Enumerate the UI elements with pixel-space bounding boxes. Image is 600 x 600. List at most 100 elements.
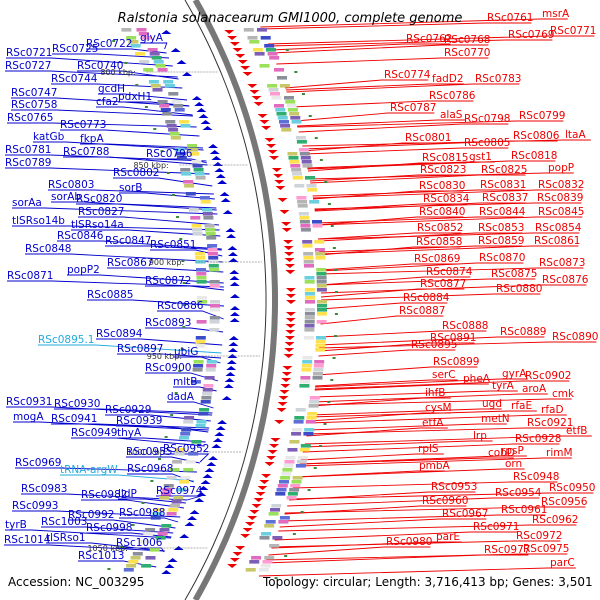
right-gene-label[interactable]: RSc0889 — [500, 326, 546, 338]
left-gene-label[interactable]: RSc0939 — [116, 415, 162, 427]
right-gene-label[interactable]: RSc0771 — [550, 25, 596, 37]
right-gene-label[interactable]: etfA — [422, 417, 444, 429]
right-gene-label[interactable]: RSc0972 — [516, 530, 562, 542]
left-gene-label[interactable]: dadA — [167, 391, 195, 403]
right-gene-label[interactable]: serC — [432, 369, 456, 381]
right-gene-label[interactable]: RSc0962 — [532, 514, 578, 526]
right-gene-label[interactable]: RSc0834 — [423, 193, 470, 205]
right-gene-label[interactable]: RSc0950 — [549, 482, 595, 494]
left-gene-label[interactable]: RSc0802 — [113, 167, 159, 179]
right-gene-label[interactable]: metN — [481, 413, 510, 425]
left-gene-label[interactable]: RSc0897 — [117, 343, 163, 355]
right-gene-label[interactable]: RSc0786 — [429, 90, 476, 102]
right-gene-label[interactable]: RSc0902 — [525, 370, 571, 382]
left-gene-label[interactable]: RSc0931 — [6, 396, 52, 408]
left-gene-label[interactable]: RSc0949 — [71, 427, 117, 439]
right-gene-label[interactable]: RSc0977 — [484, 544, 530, 556]
right-gene-label[interactable]: RSc0887 — [399, 305, 445, 317]
left-gene-label[interactable]: RSc0727 — [5, 60, 51, 72]
left-gene-label[interactable]: RSc0969 — [15, 457, 61, 469]
left-gene-label[interactable]: glyA — [140, 32, 164, 44]
left-gene-label[interactable]: RSc0998 — [86, 522, 132, 534]
right-gene-label[interactable]: RSc0948 — [513, 471, 559, 483]
left-gene-label[interactable]: lldP — [118, 488, 137, 500]
left-gene-label[interactable]: RSc0941 — [51, 413, 97, 425]
left-gene-label[interactable]: RSc0846 — [57, 230, 104, 242]
left-gene-label[interactable]: RSc0820 — [76, 193, 122, 205]
left-gene-label[interactable]: RSc0765 — [7, 112, 53, 124]
left-gene-label[interactable]: ubiG — [174, 346, 198, 358]
right-gene-label[interactable]: parC — [550, 557, 575, 569]
left-gene-label[interactable]: popP2 — [67, 264, 100, 276]
left-gene-label[interactable]: RSc0872 — [145, 275, 191, 287]
right-gene-label[interactable]: RSc0852 — [417, 222, 463, 234]
right-gene-label[interactable]: RSc0769 — [508, 29, 554, 41]
right-gene-label[interactable]: RSc0967 — [442, 508, 488, 520]
right-gene-label[interactable]: RSc0859 — [478, 235, 524, 247]
left-gene-label[interactable]: RSc0773 — [60, 119, 106, 131]
right-gene-label[interactable]: ugd — [482, 398, 502, 410]
left-gene-label[interactable]: tlSRso14a — [71, 219, 124, 231]
right-gene-label[interactable]: RSc0895 — [411, 339, 457, 351]
right-gene-label[interactable]: RSc0884 — [403, 292, 450, 304]
left-gene-label[interactable]: RSc1013 — [78, 550, 124, 562]
left-gene-label[interactable]: RSc1003 — [41, 516, 87, 528]
right-gene-label[interactable]: RSc0961 — [501, 504, 547, 516]
left-gene-label[interactable]: RSc0827 — [78, 206, 124, 218]
left-gene-label[interactable]: RSc0758 — [11, 99, 57, 111]
left-gene-label[interactable]: RSc0952 — [163, 443, 209, 455]
right-gene-label[interactable]: RSc0876 — [542, 274, 589, 286]
left-gene-label[interactable]: RSc0867 — [107, 257, 153, 269]
right-gene-label[interactable]: tyrA — [492, 380, 515, 392]
left-gene-label[interactable]: RSc0796 — [146, 148, 193, 160]
right-gene-label[interactable]: alaS — [440, 109, 463, 121]
left-gene-label[interactable]: RSc0993 — [12, 500, 58, 512]
right-gene-label[interactable]: rplS — [418, 443, 439, 455]
right-gene-label[interactable]: cysM — [425, 402, 452, 414]
right-gene-label[interactable]: RSc0858 — [416, 236, 462, 248]
right-gene-label[interactable]: RSc0960 — [422, 495, 468, 507]
left-gene-label[interactable]: RSc0894 — [96, 328, 143, 340]
right-gene-label[interactable]: RSc0975 — [523, 543, 569, 555]
right-gene-label[interactable]: RSc0891 — [430, 332, 476, 344]
right-gene-label[interactable]: RSc0880 — [496, 283, 542, 295]
right-gene-label[interactable]: RSc0798 — [464, 113, 510, 125]
right-gene-label[interactable]: RSc0801 — [405, 132, 451, 144]
right-gene-label[interactable]: RSc0845 — [538, 206, 584, 218]
right-gene-label[interactable]: RSc0888 — [442, 320, 488, 332]
right-gene-label[interactable]: rpsP — [501, 445, 524, 457]
right-gene-label[interactable]: RSc0899 — [433, 356, 479, 368]
right-gene-label[interactable]: RSc0774 — [384, 69, 431, 81]
right-gene-label[interactable]: RSc0953 — [431, 481, 477, 493]
left-gene-label[interactable]: RSc0885 — [87, 289, 133, 301]
right-gene-label[interactable]: RSc0954 — [495, 487, 542, 499]
left-gene-label[interactable]: RSc0847 — [105, 235, 151, 247]
right-gene-label[interactable]: fadD2 — [432, 73, 464, 85]
left-gene-label[interactable]: RSc1006 — [116, 537, 163, 549]
left-gene-label[interactable]: RSc0930 — [54, 398, 100, 410]
left-gene-label[interactable]: tlSRso1 — [46, 532, 86, 544]
left-gene-label[interactable]: katGb — [33, 131, 65, 143]
right-gene-label[interactable]: RSc0928 — [515, 433, 561, 445]
left-gene-label[interactable]: RSc0974 — [156, 485, 203, 497]
right-gene-label[interactable]: RSc0853 — [478, 222, 524, 234]
left-gene-label[interactable]: thyA — [117, 427, 142, 439]
right-gene-label[interactable]: cobD — [488, 447, 515, 459]
right-gene-label[interactable]: RSc0783 — [475, 73, 521, 85]
right-gene-label[interactable]: RSc0870 — [479, 252, 525, 264]
left-gene-label[interactable]: RSc0803 — [48, 179, 94, 191]
right-gene-label[interactable]: rimM — [546, 447, 573, 459]
right-gene-label[interactable]: pmbA — [419, 460, 451, 472]
left-gene-label[interactable]: RSc0982 — [81, 489, 127, 501]
right-gene-label[interactable]: RSc0830 — [419, 180, 465, 192]
left-gene-label[interactable]: RSc0968 — [127, 463, 173, 475]
right-gene-label[interactable]: RSc0861 — [534, 235, 580, 247]
left-gene-label[interactable]: RSc1014 — [4, 534, 51, 546]
left-gene-label[interactable]: RSc0893 — [145, 317, 191, 329]
right-gene-label[interactable]: RSc0844 — [479, 206, 526, 218]
right-gene-label[interactable]: gst1 — [469, 151, 492, 163]
left-gene-label[interactable]: cfa2 — [96, 96, 119, 108]
right-gene-label[interactable]: rfaE — [511, 400, 532, 412]
left-gene-label[interactable]: mogA — [13, 411, 44, 423]
left-gene-label[interactable]: tRNA-argW — [60, 464, 118, 476]
